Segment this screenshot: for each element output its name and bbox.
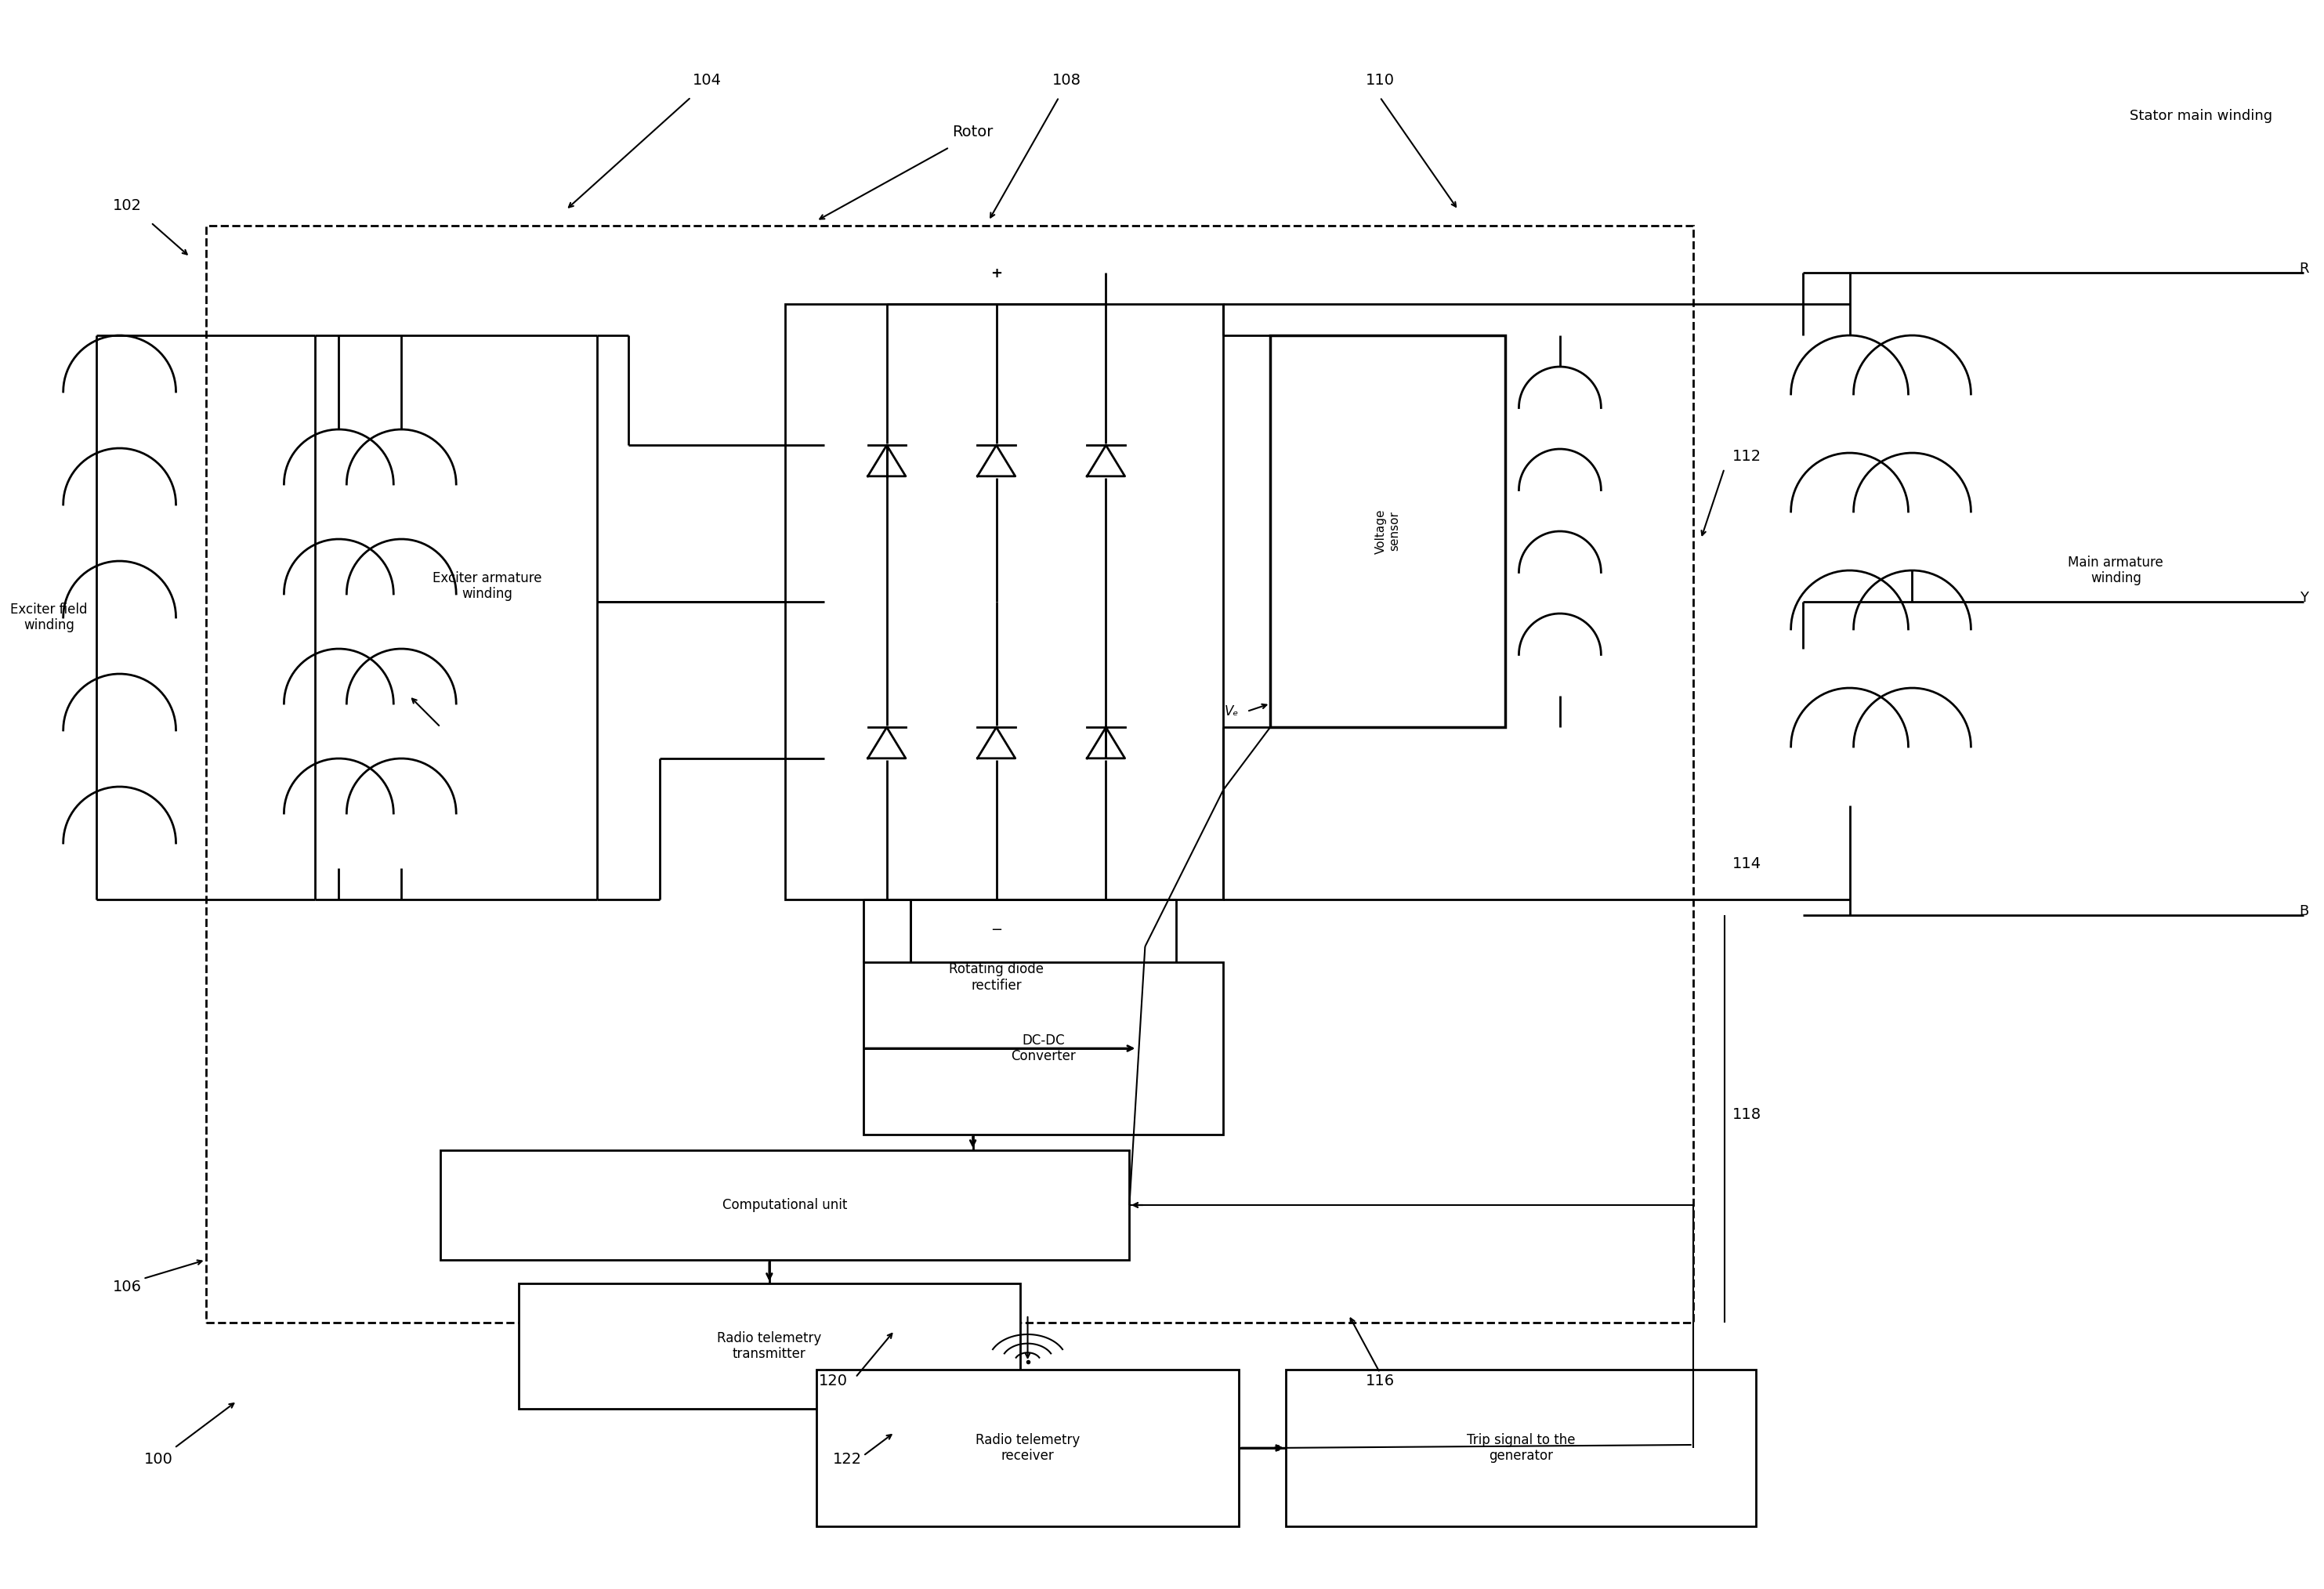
Text: −: − <box>990 923 1002 938</box>
Bar <box>1271 335 1506 728</box>
Text: Exciter armature
winding: Exciter armature winding <box>432 570 541 601</box>
Text: Voltage
sensor: Voltage sensor <box>1376 508 1401 553</box>
Bar <box>518 1284 1020 1409</box>
Bar <box>207 226 1694 1322</box>
Text: 116: 116 <box>1367 1373 1394 1389</box>
Bar <box>1285 1370 1755 1527</box>
Text: Main armature
winding: Main armature winding <box>2068 555 2164 586</box>
Text: DC-DC
Converter: DC-DC Converter <box>1011 1033 1076 1063</box>
Text: Computational unit: Computational unit <box>723 1198 848 1212</box>
Text: Rotor: Rotor <box>953 124 992 140</box>
Text: 112: 112 <box>1731 450 1762 464</box>
Text: 104: 104 <box>693 73 720 87</box>
Bar <box>816 1370 1239 1527</box>
Bar <box>442 1150 1129 1260</box>
Text: R: R <box>2298 262 2308 276</box>
Text: Stator main winding: Stator main winding <box>2129 110 2273 122</box>
Text: 102: 102 <box>114 199 142 213</box>
Text: B: B <box>2298 904 2308 918</box>
Text: Radio telemetry
transmitter: Radio telemetry transmitter <box>718 1332 820 1362</box>
Text: 118: 118 <box>1731 1108 1762 1122</box>
Text: Radio telemetry
receiver: Radio telemetry receiver <box>976 1433 1081 1463</box>
Text: 108: 108 <box>1053 73 1081 87</box>
Bar <box>862 963 1222 1135</box>
Text: Y: Y <box>2298 591 2308 605</box>
Text: 100: 100 <box>144 1452 174 1467</box>
Text: 110: 110 <box>1367 73 1394 87</box>
Text: Rotating diode
rectifier: Rotating diode rectifier <box>948 963 1043 993</box>
Text: +: + <box>990 267 1002 281</box>
Bar <box>786 303 1222 899</box>
Text: 120: 120 <box>818 1373 848 1389</box>
Text: Trip signal to the
generator: Trip signal to the generator <box>1466 1433 1576 1463</box>
Text: 106: 106 <box>114 1279 142 1295</box>
Text: Vₑ: Vₑ <box>1225 704 1239 718</box>
Text: 114: 114 <box>1731 856 1762 871</box>
Text: 122: 122 <box>832 1452 862 1467</box>
Text: Exciter field
winding: Exciter field winding <box>12 602 88 632</box>
